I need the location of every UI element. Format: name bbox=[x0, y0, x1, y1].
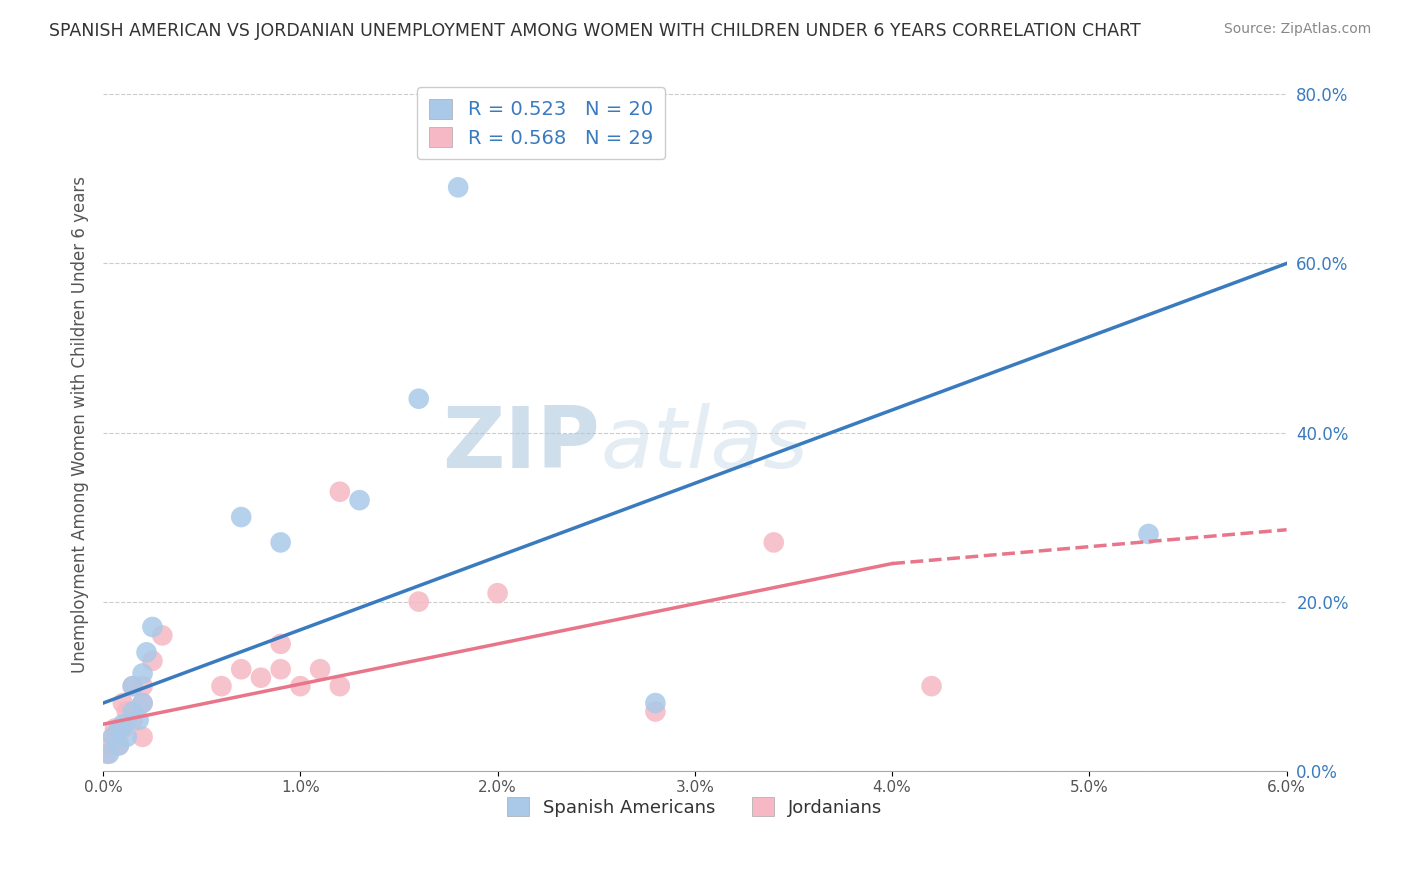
Text: ZIP: ZIP bbox=[443, 403, 600, 486]
Point bbox=[141, 654, 163, 668]
Point bbox=[349, 493, 371, 508]
Point bbox=[408, 594, 430, 608]
Point bbox=[921, 679, 943, 693]
Point bbox=[101, 730, 124, 744]
Point bbox=[101, 730, 124, 744]
Point bbox=[121, 679, 143, 693]
Point bbox=[290, 679, 312, 693]
Point bbox=[108, 722, 131, 736]
Point bbox=[108, 739, 131, 753]
Point bbox=[128, 713, 150, 727]
Point bbox=[111, 722, 134, 736]
Point bbox=[121, 713, 143, 727]
Point bbox=[447, 180, 470, 194]
Y-axis label: Unemployment Among Women with Children Under 6 years: Unemployment Among Women with Children U… bbox=[72, 176, 89, 673]
Text: Source: ZipAtlas.com: Source: ZipAtlas.com bbox=[1223, 22, 1371, 37]
Point bbox=[131, 679, 153, 693]
Legend: Spanish Americans, Jordanians: Spanish Americans, Jordanians bbox=[501, 790, 890, 824]
Point bbox=[250, 671, 273, 685]
Point bbox=[100, 739, 122, 753]
Point bbox=[98, 747, 121, 761]
Point bbox=[231, 662, 253, 676]
Point bbox=[104, 722, 127, 736]
Point bbox=[1137, 527, 1160, 541]
Point bbox=[131, 696, 153, 710]
Point bbox=[270, 535, 292, 549]
Point bbox=[121, 679, 143, 693]
Point bbox=[329, 679, 352, 693]
Point bbox=[408, 392, 430, 406]
Point bbox=[762, 535, 785, 549]
Point bbox=[329, 484, 352, 499]
Point bbox=[211, 679, 233, 693]
Point bbox=[141, 620, 163, 634]
Point bbox=[270, 662, 292, 676]
Point bbox=[131, 730, 153, 744]
Point bbox=[644, 696, 666, 710]
Point bbox=[121, 705, 143, 719]
Point bbox=[309, 662, 332, 676]
Point bbox=[131, 696, 153, 710]
Point bbox=[96, 747, 118, 761]
Point bbox=[231, 510, 253, 524]
Point bbox=[150, 628, 173, 642]
Point bbox=[108, 739, 131, 753]
Point bbox=[135, 645, 157, 659]
Text: atlas: atlas bbox=[600, 403, 808, 486]
Point bbox=[115, 705, 138, 719]
Point bbox=[115, 730, 138, 744]
Point bbox=[131, 666, 153, 681]
Point bbox=[270, 637, 292, 651]
Point bbox=[644, 705, 666, 719]
Point bbox=[486, 586, 509, 600]
Text: SPANISH AMERICAN VS JORDANIAN UNEMPLOYMENT AMONG WOMEN WITH CHILDREN UNDER 6 YEA: SPANISH AMERICAN VS JORDANIAN UNEMPLOYME… bbox=[49, 22, 1140, 40]
Point bbox=[111, 696, 134, 710]
Point bbox=[111, 717, 134, 731]
